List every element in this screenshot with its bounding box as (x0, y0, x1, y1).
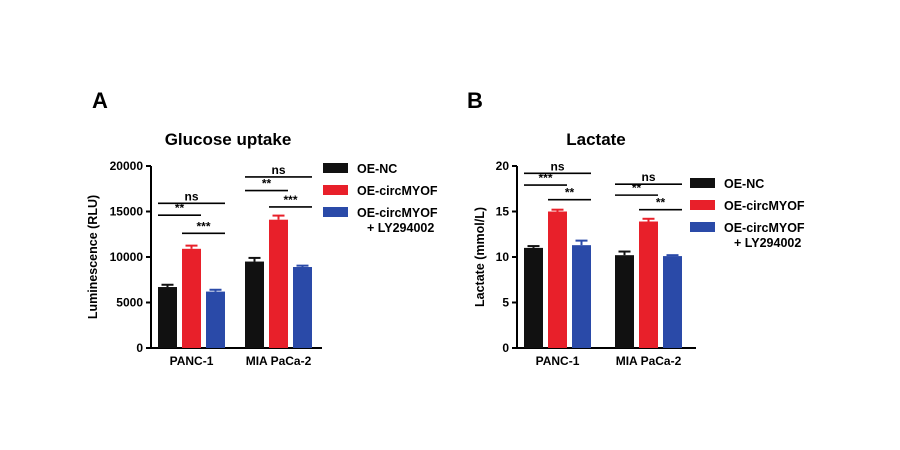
legend-label: OE-NC (357, 162, 397, 176)
bar (663, 256, 682, 348)
significance-label: *** (283, 193, 297, 207)
y-tick-label: 15 (496, 205, 510, 219)
bar (206, 291, 225, 348)
y-tick-label: 0 (502, 341, 509, 355)
legend-label: OE-circMYOF (724, 221, 805, 235)
bar (245, 261, 264, 348)
significance-label: ** (175, 201, 185, 215)
significance-label: *** (538, 171, 552, 185)
panel-a-bars (158, 214, 312, 348)
legend-label: OE-circMYOF (357, 206, 438, 220)
significance-label: ns (641, 170, 655, 184)
panel-a-y-axis-label: Luminescence (RLU) (86, 195, 100, 319)
significance-label: ** (632, 181, 642, 195)
bar (572, 245, 591, 348)
legend-label: + LY294002 (734, 236, 801, 250)
significance-label: *** (196, 219, 210, 233)
legend-swatch (323, 163, 348, 173)
significance-label: ** (656, 196, 666, 210)
significance-label: ** (262, 177, 272, 191)
bar (639, 221, 658, 348)
y-tick-label: 10 (496, 250, 510, 264)
y-tick-label: 0 (136, 341, 143, 355)
x-category-label: MIA PaCa-2 (616, 354, 682, 368)
bar (158, 287, 177, 348)
x-category-label: PANC-1 (536, 354, 580, 368)
legend-label: OE-circMYOF (357, 184, 438, 198)
legend-label: + LY294002 (367, 221, 434, 235)
panel-a: A Glucose uptake Luminescence (RLU) 0 500… (86, 88, 438, 368)
bar (548, 211, 567, 348)
legend-label: OE-circMYOF (724, 199, 805, 213)
significance-label: ** (565, 186, 575, 200)
panel-a-axes: 0 5000 10000 15000 20000 PANC-1 MIA PaCa-2 (110, 159, 322, 368)
legend-swatch (690, 178, 715, 188)
panel-b-letter: B (467, 88, 483, 113)
y-tick-label: 10000 (110, 250, 144, 264)
panel-b-bars (524, 208, 682, 348)
panel-a-significance: ns*****ns***** (158, 163, 312, 235)
panel-b-significance: ns*****ns**** (524, 159, 682, 211)
bar (524, 247, 543, 348)
y-tick-label: 5 (502, 296, 509, 310)
y-tick-label: 20000 (110, 159, 144, 173)
significance-label: ns (271, 163, 285, 177)
panel-b-y-axis-label: Lactate (mmol/L) (473, 207, 487, 307)
y-tick-label: 20 (496, 159, 510, 173)
legend-swatch (690, 222, 715, 232)
panel-a-letter: A (92, 88, 108, 113)
bar (269, 219, 288, 348)
y-tick-label: 15000 (110, 205, 144, 219)
panel-a-title: Glucose uptake (165, 130, 292, 149)
panel-b: B Lactate Lactate (mmol/L) 0 5 10 15 20 PANC-… (467, 88, 805, 368)
legend-swatch (323, 185, 348, 195)
y-tick-label: 5000 (116, 296, 143, 310)
legend-swatch (323, 207, 348, 217)
significance-label: ns (550, 159, 564, 173)
panel-b-title: Lactate (566, 130, 626, 149)
x-category-label: PANC-1 (170, 354, 214, 368)
legend-swatch (690, 200, 715, 210)
bar (293, 267, 312, 348)
x-category-label: MIA PaCa-2 (246, 354, 312, 368)
bar (615, 255, 634, 348)
legend-label: OE-NC (724, 177, 764, 191)
significance-label: ns (184, 189, 198, 203)
bar (182, 248, 201, 348)
